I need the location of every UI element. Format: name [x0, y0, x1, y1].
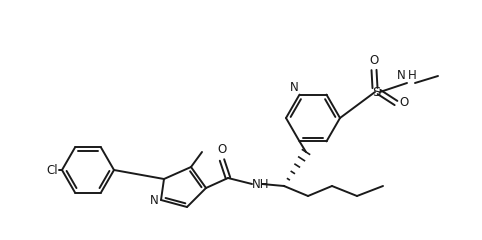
Text: O: O: [369, 54, 379, 67]
Text: O: O: [217, 143, 227, 156]
Text: O: O: [399, 96, 408, 109]
Text: H: H: [408, 69, 417, 82]
Text: NH: NH: [252, 178, 269, 191]
Text: S: S: [372, 85, 380, 98]
Text: N: N: [150, 193, 159, 206]
Text: Cl: Cl: [46, 163, 58, 176]
Text: N: N: [290, 81, 298, 94]
Text: N: N: [397, 69, 406, 82]
